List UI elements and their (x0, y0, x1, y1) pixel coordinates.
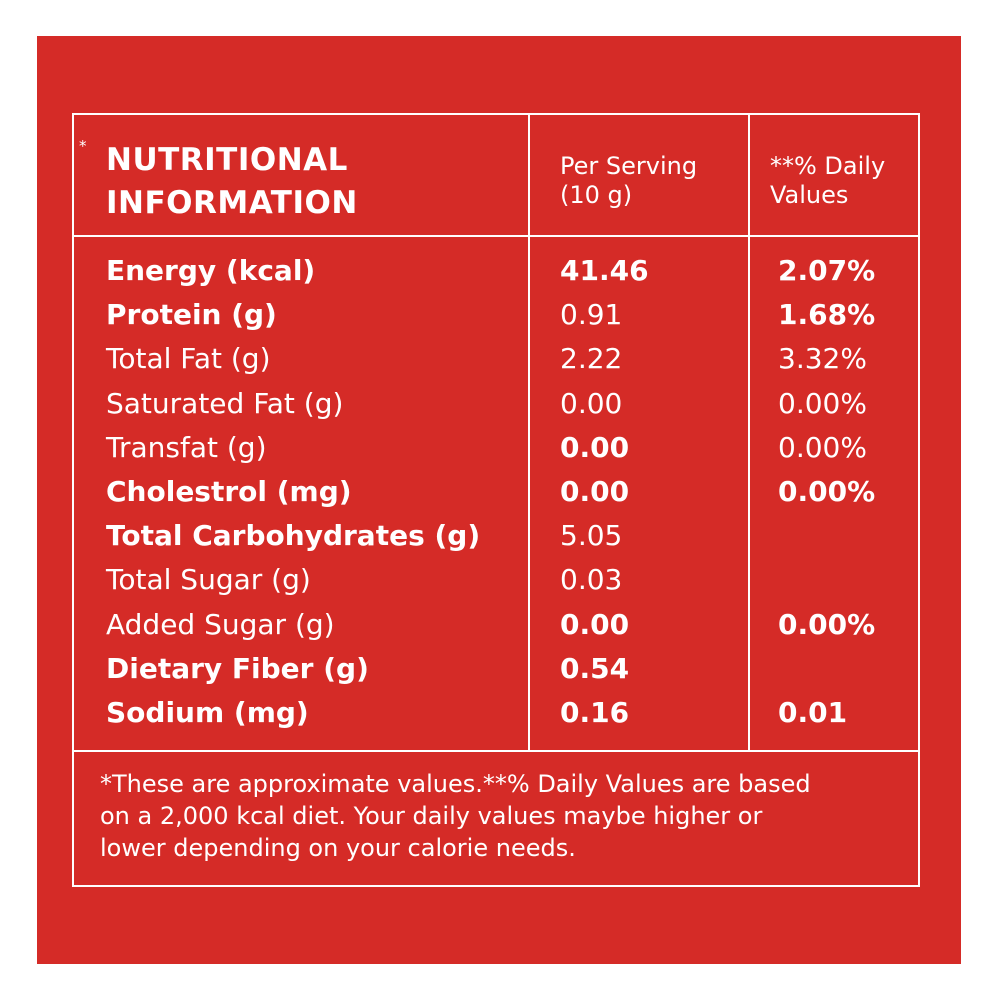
per-serving-value: 0.16 (560, 696, 630, 729)
table-title: NUTRITIONAL INFORMATION (106, 139, 358, 225)
nutrient-label: Energy (kcal) (106, 254, 316, 287)
nutrient-label: Total Carbohydrates (g) (106, 519, 481, 553)
per-serving-value: 0.91 (560, 298, 623, 332)
nutrient-label: Dietary Fiber (g) (106, 651, 369, 685)
per-serving-value: 2.22 (560, 342, 623, 376)
daily-value: 2.07% (778, 254, 876, 287)
column-divider-serving (528, 113, 530, 751)
title-line-2: INFORMATION (106, 185, 358, 221)
footnote: *These are approximate values.**% Daily … (100, 768, 920, 864)
daily-value: 3.32% (778, 342, 867, 376)
per-serving-value: 0.00 (560, 475, 630, 508)
per-serving-value: 41.46 (560, 254, 649, 287)
nutrient-label: Protein (g) (106, 298, 277, 332)
daily-values-header-line-2: Values (770, 181, 849, 209)
daily-values-header: **% Daily Values (770, 152, 885, 210)
daily-value: 0.00% (778, 607, 876, 641)
nutrient-label: Added Sugar (g) (106, 607, 335, 641)
daily-values-header-line-1: **% Daily (770, 152, 886, 180)
per-serving-value: 0.00 (560, 607, 630, 641)
nutrient-label: Sodium (mg) (106, 696, 309, 729)
daily-value: 0.00% (778, 475, 876, 508)
daily-value: 0.01 (778, 696, 848, 729)
footnote-line-3: lower depending on your calorie needs. (100, 834, 576, 862)
per-serving-value: 0.54 (560, 651, 630, 685)
per-serving-header-line-1: Per Serving (560, 152, 698, 180)
daily-value: 0.00% (778, 386, 867, 420)
nutrient-label: Transfat (g) (106, 430, 267, 464)
column-divider-daily (748, 113, 750, 751)
footnote-line-2: on a 2,000 kcal diet. Your daily values … (100, 802, 763, 830)
per-serving-value: 0.00 (560, 430, 630, 464)
nutrient-label: Total Sugar (g) (106, 563, 311, 597)
footnote-divider (72, 750, 920, 752)
per-serving-value: 0.00 (560, 386, 623, 420)
footnote-line-1: *These are approximate values.**% Daily … (100, 770, 811, 798)
per-serving-header: Per Serving (10 g) (560, 152, 697, 210)
daily-value: 1.68% (778, 298, 876, 332)
nutrition-table-frame (72, 113, 920, 887)
nutrient-label: Cholestrol (mg) (106, 475, 352, 508)
nutrient-label: Total Fat (g) (106, 342, 271, 376)
header-divider (72, 235, 920, 237)
title-line-1: NUTRITIONAL (106, 142, 348, 178)
per-serving-header-line-2: (10 g) (560, 181, 633, 209)
nutrient-label: Saturated Fat (g) (106, 386, 344, 420)
per-serving-value: 0.03 (560, 563, 623, 597)
daily-value: 0.00% (778, 430, 867, 464)
title-asterisk: * (79, 137, 87, 155)
per-serving-value: 5.05 (560, 519, 623, 553)
label-panel (37, 36, 961, 964)
